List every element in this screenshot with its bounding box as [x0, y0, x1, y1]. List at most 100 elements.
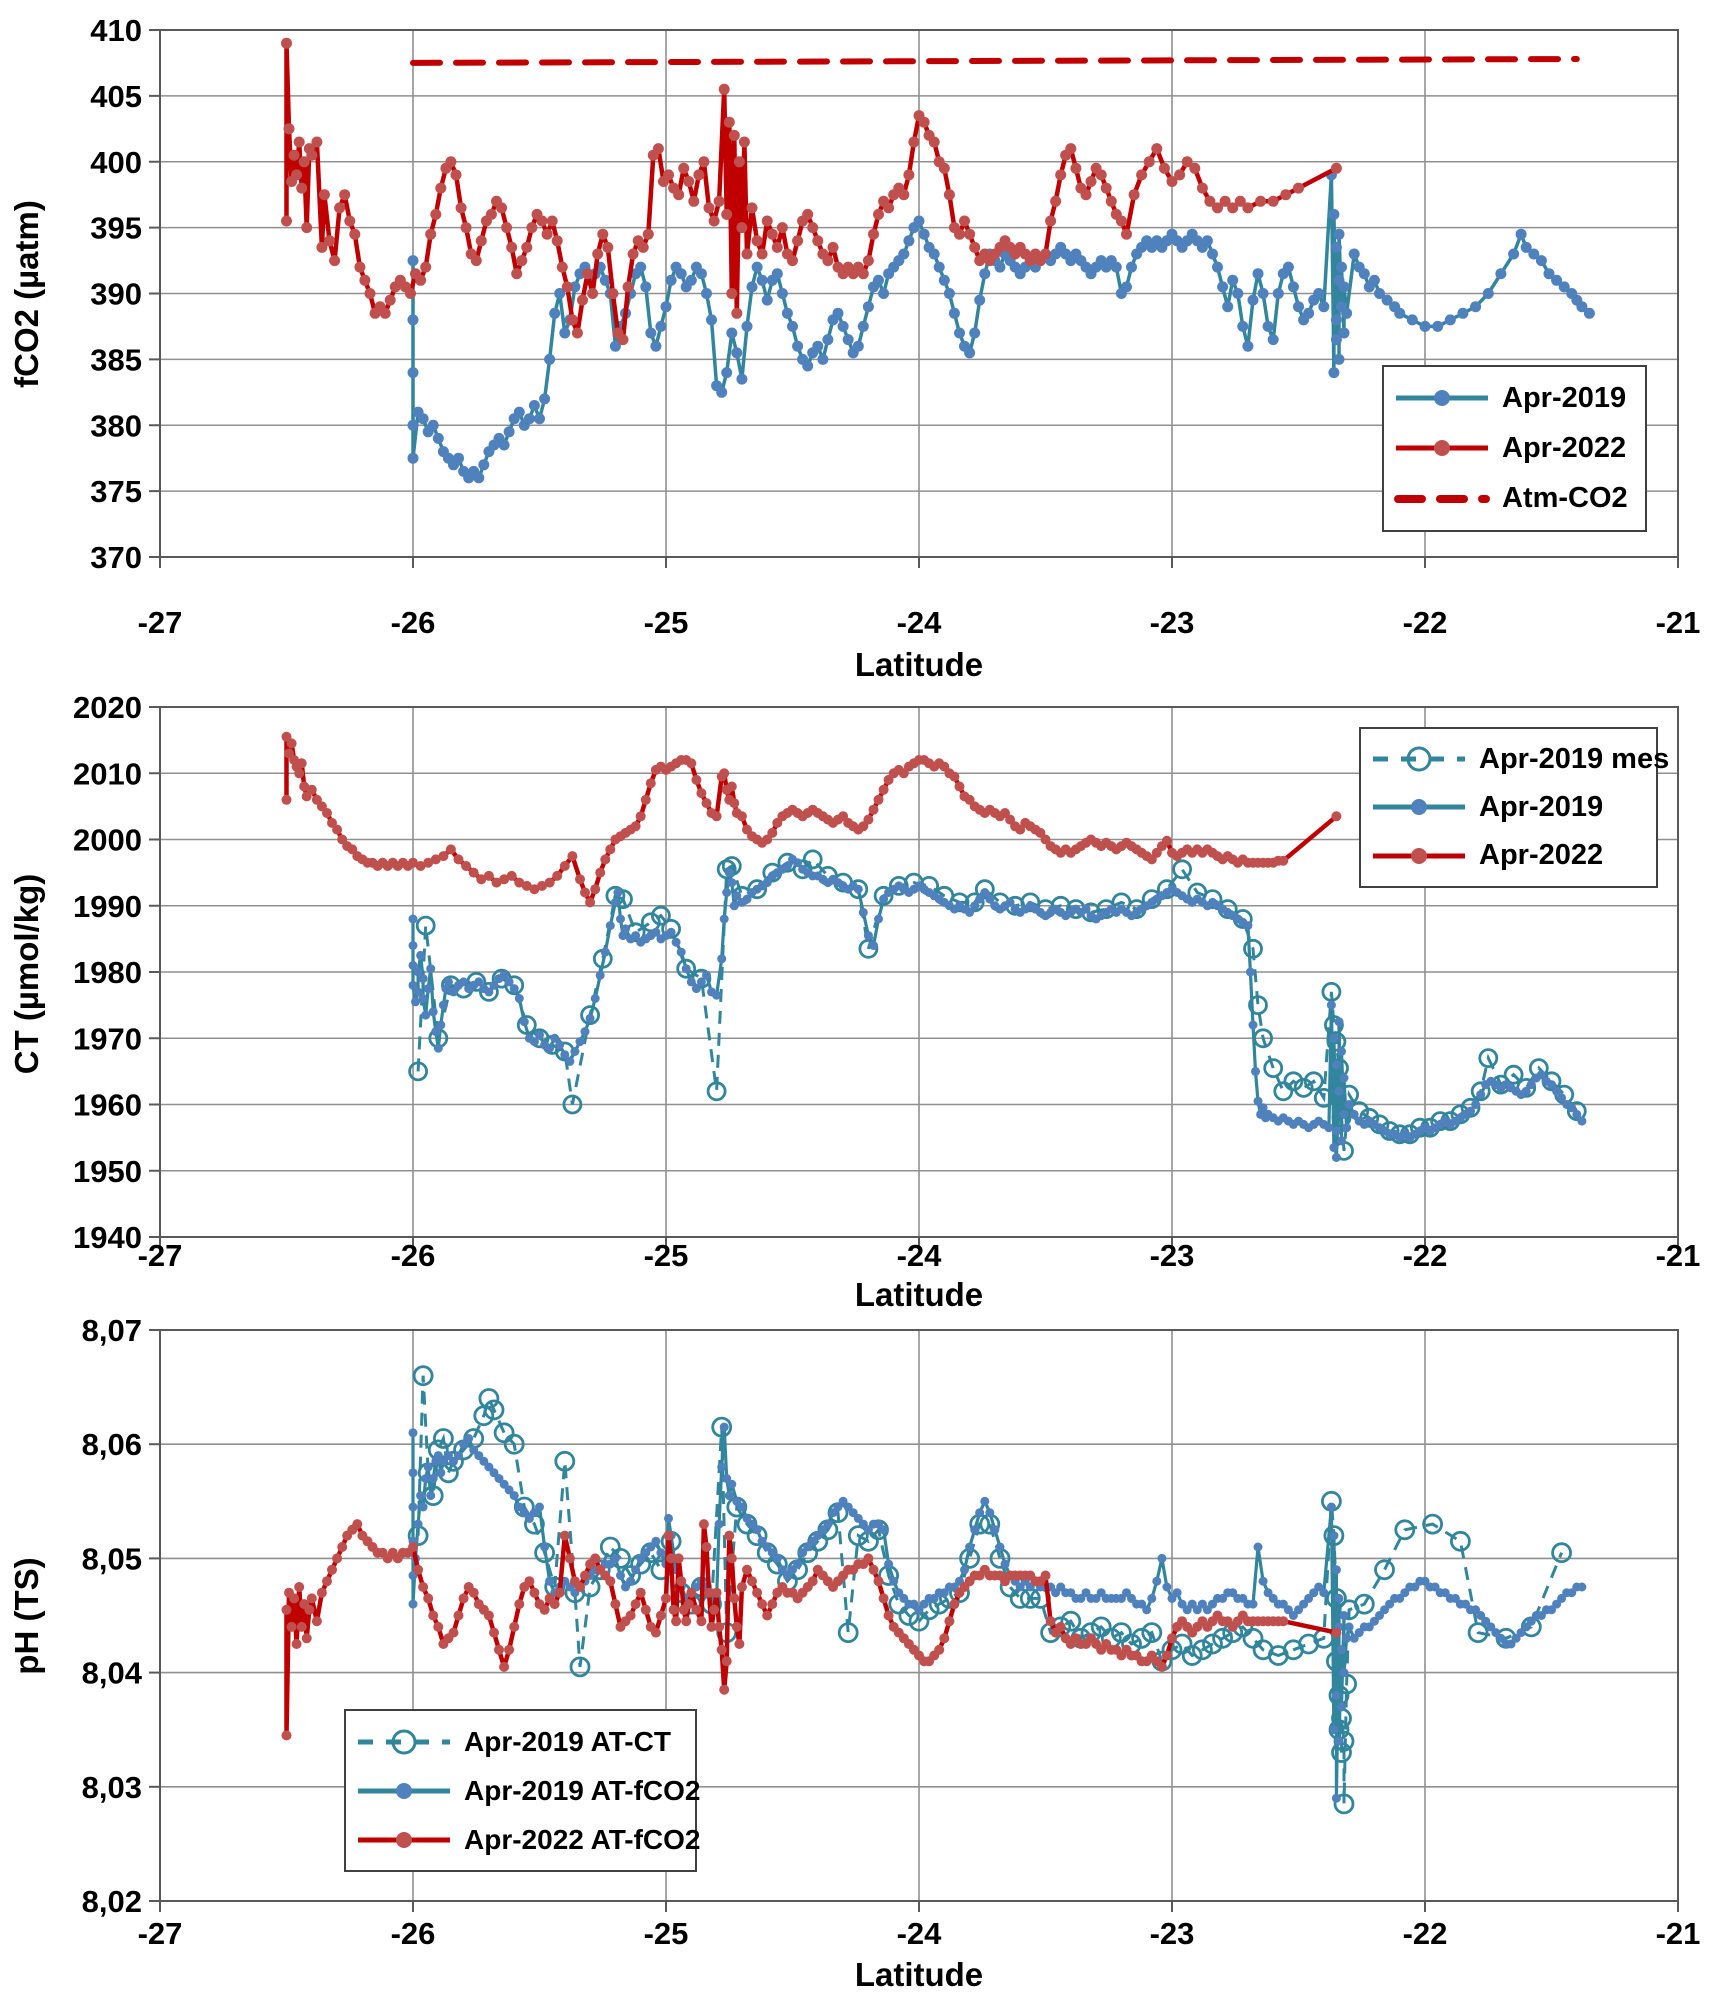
y-tick-label: 8,07 [82, 1313, 142, 1348]
legend-label: Apr-2022 [1479, 839, 1604, 872]
y-tick-label: 1950 [73, 1154, 142, 1189]
legend-label: Apr-2022 [1502, 431, 1627, 464]
atm-co2-dash-swatch-icon [1394, 482, 1490, 516]
legend-swatch-icon [1396, 390, 1488, 407]
panel1-axis-ticks: -27 -26 -25 -24 -23 -22 -21 410 405 400 395 390 385 3… [90, 13, 1700, 640]
panel3-x-axis-title: Latitude [854, 1956, 984, 1993]
apr-2022-line-swatch-icon [1394, 431, 1490, 465]
y-tick-label: 380 [90, 408, 142, 443]
x-tick-label: -25 [644, 605, 689, 640]
x-tick-label: -24 [897, 1916, 943, 1951]
legend-swatch-icon [1373, 847, 1465, 864]
x-tick-label: -22 [1403, 1238, 1448, 1273]
x-tick-label: -26 [391, 605, 436, 640]
apr-2019-line-swatch-icon [1394, 381, 1490, 415]
legend-label: Apr-2022 AT-fCO2 [464, 1823, 701, 1855]
apr-2019-line-swatch-icon [1371, 790, 1467, 824]
panel1-legend: Apr-2019 Apr-2022 Atm-CO2 [1382, 365, 1647, 532]
x-tick-label: -22 [1403, 1916, 1448, 1951]
legend-item-apr-2019: Apr-2019 [1371, 790, 1646, 824]
panel3-legend: Apr-2019 AT-CT Apr-2019 AT-fCO2 Apr-2022… [344, 1709, 701, 1872]
legend-swatch-icon [1394, 494, 1490, 503]
x-tick-label: -22 [1403, 605, 1448, 640]
series-apr-2019 [408, 854, 1587, 1162]
y-tick-label: 1990 [73, 889, 142, 924]
y-tick-label: 405 [90, 79, 142, 114]
legend-swatch-icon [358, 1831, 450, 1848]
legend-item-apr-2019: Apr-2019 [1394, 381, 1635, 415]
y-tick-label: 2000 [73, 823, 142, 858]
x-tick-label: -27 [138, 1238, 183, 1273]
series-apr-2022 [281, 37, 1342, 346]
legend-item-apr-2022: Apr-2022 [1371, 839, 1646, 873]
panel2-axis-ticks: -27 -26 -25 -24 -23 -22 -21 2020 2010 2000 1990 198… [73, 690, 1700, 1273]
y-tick-label: 8,05 [82, 1541, 142, 1576]
x-tick-label: -21 [1656, 1916, 1701, 1951]
y-tick-label: 1940 [73, 1220, 142, 1255]
y-tick-label: 410 [90, 13, 142, 48]
legend-label: Apr-2019 AT-fCO2 [464, 1774, 701, 1806]
apr-2019-at-fco2-swatch-icon [356, 1774, 452, 1808]
legend-swatch-icon [358, 1782, 450, 1799]
panel3-y-axis-title: pH (TS) [8, 1557, 45, 1675]
legend-item-apr-2019-at-ct: Apr-2019 AT-CT [356, 1725, 685, 1759]
x-tick-label: -21 [1656, 1238, 1701, 1273]
x-tick-label: -23 [1150, 1238, 1195, 1273]
series-apr-2019 [407, 169, 1595, 484]
series-atm-co2 [410, 56, 1580, 66]
legend-item-apr-2019-at-fco2: Apr-2019 AT-fCO2 [356, 1774, 701, 1808]
legend-label: Apr-2019 [1502, 381, 1627, 414]
x-tick-label: -25 [644, 1238, 689, 1273]
panel3-axis-ticks: -27 -26 -25 -24 -23 -22 -21 8,07 8,06 8,05 8,04 8,0… [82, 1313, 1701, 1951]
apr-2019-mes-swatch-icon [1371, 742, 1467, 776]
y-tick-label: 1970 [73, 1021, 142, 1056]
x-tick-label: -27 [138, 1916, 183, 1951]
y-tick-label: 2020 [73, 690, 142, 725]
y-tick-label: 8,06 [82, 1427, 142, 1462]
y-tick-label: 1980 [73, 955, 142, 990]
x-tick-label: -23 [1150, 1916, 1195, 1951]
y-tick-label: 400 [90, 145, 142, 180]
legend-swatch-icon [1396, 440, 1488, 457]
panel2-legend: Apr-2019 mes Apr-2019 Apr-2022 [1359, 727, 1669, 888]
y-tick-label: 1960 [73, 1088, 142, 1123]
panel1-y-axis-title: fCO2 (µatm) [8, 200, 45, 388]
panel1: -27 -26 -25 -24 -23 -22 -21 410 405 400 395 390 385 3… [90, 13, 1700, 640]
y-tick-label: 370 [90, 540, 142, 575]
panel3: -27 -26 -25 -24 -23 -22 -21 8,07 8,06 8,05 8,04 8,0… [82, 1313, 1701, 1951]
legend-item-apr-2022-at-fco2: Apr-2022 AT-fCO2 [356, 1823, 701, 1857]
legend-swatch-icon [358, 1729, 450, 1754]
panel2-y-axis-title: CT (µmol/kg) [8, 873, 45, 1075]
x-tick-label: -26 [391, 1238, 436, 1273]
y-tick-label: 8,02 [82, 1884, 142, 1919]
panel2: -27 -26 -25 -24 -23 -22 -21 2020 2010 2000 1990 198… [73, 690, 1700, 1273]
y-tick-label: 390 [90, 277, 142, 312]
x-tick-label: -27 [138, 605, 183, 640]
x-tick-label: -21 [1656, 605, 1701, 640]
y-tick-label: 375 [90, 474, 142, 509]
x-tick-label: -25 [644, 1916, 689, 1951]
x-tick-label: -24 [897, 605, 943, 640]
legend-label: Apr-2019 mes [1479, 742, 1670, 775]
y-tick-label: 395 [90, 211, 142, 246]
legend-swatch-icon [1373, 799, 1465, 816]
legend-item-atm-co2: Atm-CO2 [1394, 482, 1635, 516]
legend-item-apr-2019-mes: Apr-2019 mes [1371, 742, 1669, 776]
panel1-x-axis-title: Latitude [854, 646, 984, 683]
x-tick-label: -26 [391, 1916, 436, 1951]
y-tick-label: 2010 [73, 756, 142, 791]
y-tick-label: 385 [90, 342, 142, 377]
apr-2022-at-fco2-swatch-icon [356, 1823, 452, 1857]
legend-swatch-icon [1373, 746, 1465, 772]
legend-label: Atm-CO2 [1502, 482, 1628, 515]
legend-label: Apr-2019 AT-CT [464, 1725, 671, 1757]
series-apr-2022 [281, 731, 1342, 908]
panel2-x-axis-title: Latitude [854, 1276, 984, 1313]
y-tick-label: 8,04 [82, 1656, 143, 1691]
x-tick-label: -24 [897, 1238, 943, 1273]
legend-label: Apr-2019 [1479, 790, 1604, 823]
apr-2022-line-swatch-icon [1371, 839, 1467, 873]
y-tick-label: 8,03 [82, 1770, 142, 1805]
